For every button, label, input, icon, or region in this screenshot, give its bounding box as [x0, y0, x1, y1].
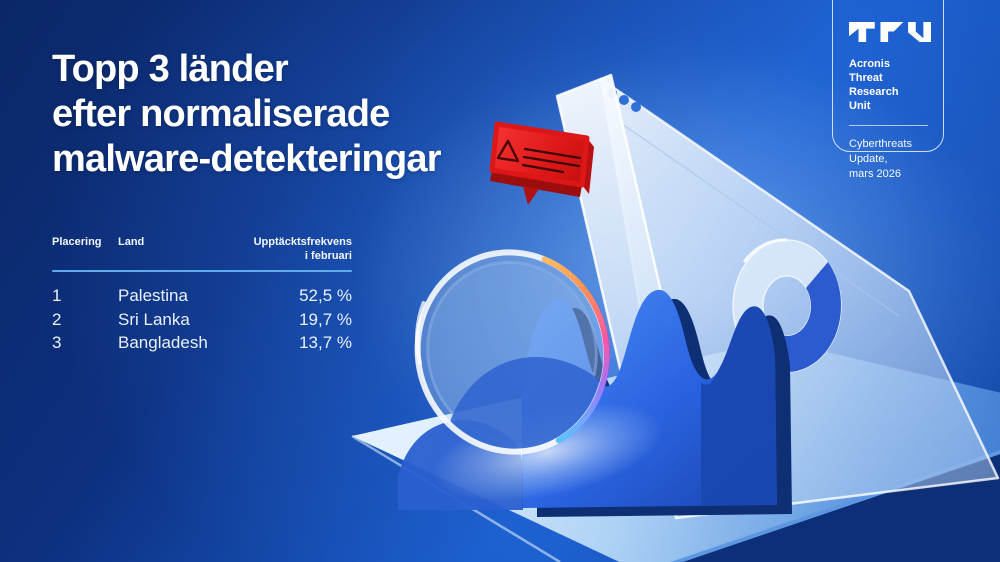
table-divider [52, 270, 352, 272]
edition-line-1: Cyberthreats [849, 138, 912, 150]
alert-banner-icon [489, 121, 594, 205]
page-title: Topp 3 länder efter normaliserade malwar… [52, 47, 442, 182]
row-value: 52,5 % [299, 286, 352, 305]
wave-dark-hump [701, 306, 777, 505]
edition-line-2: Update, [849, 153, 888, 165]
badge-divider [849, 125, 928, 126]
header-value: Upptäcktsfrekvens i februari [242, 235, 352, 263]
row-rank: 3 [52, 333, 62, 352]
badge-edition: Cyberthreats Update, mars 2026 [849, 137, 928, 182]
lens-rainbow-dispersion [541, 256, 610, 444]
header-value-line1: Upptäcktsfrekvens [253, 236, 352, 248]
title-line-1: Topp 3 länder [52, 48, 289, 90]
header-value-line2: i februari [304, 250, 352, 262]
table-row: 2 Sri Lanka 19,7 % [52, 308, 352, 332]
row-country: Bangladesh [118, 333, 208, 352]
row-country: Palestina [118, 286, 188, 305]
org-line-1: Acronis [849, 58, 890, 70]
title-line-3: malware-detekteringar [52, 138, 442, 180]
table-header-row: Placering Land Upptäcktsfrekvens i febru… [52, 235, 352, 263]
warning-triangle-icon [496, 139, 520, 163]
window-titlebar-divider [598, 107, 900, 317]
banner-text-lines [521, 147, 582, 174]
header-rank: Placering [52, 236, 102, 248]
table-row: 1 Palestina 52,5 % [52, 284, 352, 308]
row-rank: 2 [52, 309, 62, 329]
edition-line-3: mars 2026 [849, 168, 901, 180]
tru-logo-icon [849, 21, 931, 43]
header-country: Land [118, 236, 145, 248]
banner-tail [523, 186, 539, 205]
row-country: Sri Lanka [118, 309, 190, 329]
title-line-2: efter normaliserade [52, 93, 390, 135]
badge-org-name: Acronis Threat Research Unit [849, 57, 928, 113]
row-value: 13,7 % [299, 333, 352, 352]
org-line-3: Unit [849, 100, 871, 112]
row-value: 19,7 % [299, 309, 352, 329]
row-rank: 1 [52, 286, 62, 305]
table-row: 3 Bangladesh 13,7 % [52, 331, 352, 355]
tru-brand-badge: Acronis Threat Research Unit Cyberthreat… [832, 0, 944, 180]
org-line-2: Threat Research [849, 72, 899, 98]
ranking-table: Placering Land Upptäcktsfrekvens i febru… [52, 235, 352, 355]
